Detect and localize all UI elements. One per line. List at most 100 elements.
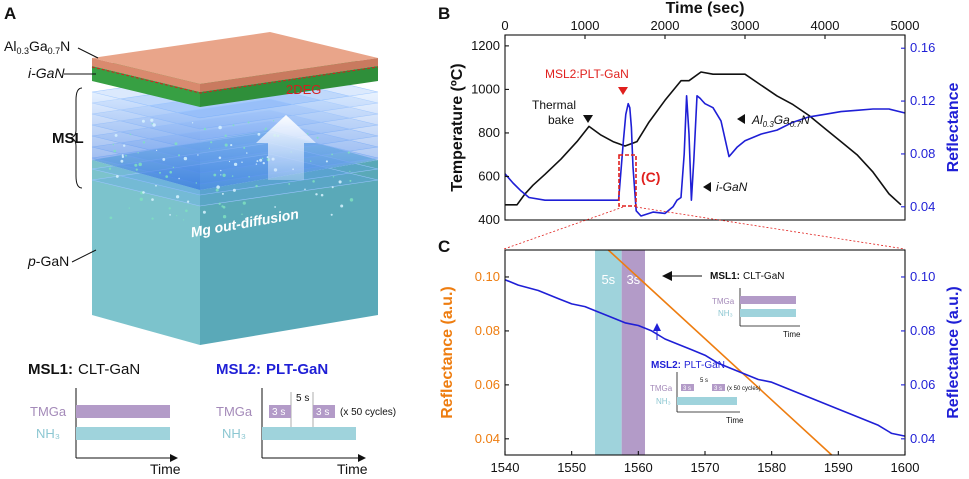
mg-speckle	[248, 175, 250, 178]
c-mini2-cycles-label: (x 50 cycles)	[727, 386, 761, 392]
x-tick-label: 1590	[824, 460, 853, 475]
mg-speckle	[128, 207, 130, 209]
y-tick-label: 0.06	[475, 377, 500, 392]
msl2-tmga-label: TMGa	[216, 404, 253, 419]
y-tick-label: 0.04	[475, 431, 500, 446]
igan-front	[92, 66, 200, 107]
algan-annot: Al0.3Ga0.7N	[751, 113, 810, 129]
mg-speckle	[304, 188, 306, 191]
mg-speckle	[186, 200, 190, 203]
mg-speckle	[174, 142, 178, 146]
mg-speckle	[331, 153, 333, 156]
mg-speckle	[178, 154, 180, 157]
x-tick-label: 2000	[651, 18, 680, 33]
pgan-front-face	[92, 160, 200, 345]
mg-speckle	[152, 123, 156, 127]
mg-speckle	[197, 154, 199, 156]
series-reflectance	[504, 95, 906, 217]
mg-speckle	[151, 198, 154, 201]
x-tick-label: 1000	[571, 18, 600, 33]
mg-speckle	[151, 123, 153, 125]
mg-speckle	[191, 122, 194, 124]
mg-speckle	[222, 173, 226, 177]
mg-speckle	[215, 188, 219, 192]
plot-frame	[504, 249, 906, 456]
algan-front	[92, 58, 200, 92]
msl2-nh3-label: NH₃	[222, 426, 246, 441]
panel-b-annotations: Thermal bake MSL2:PLT-GaN (C) Al0.3Ga0.7…	[532, 67, 810, 207]
mg-speckle	[220, 169, 222, 172]
mg-speckle	[185, 209, 188, 213]
msl2-plt-marker	[618, 87, 628, 95]
c-mini1-nh3-bar	[740, 309, 796, 317]
msl1-diagram: MSL1: CLT-GaN TMGa NH₃ Time	[28, 361, 181, 477]
2deg-line	[91, 66, 379, 94]
mg-speckle	[115, 174, 119, 178]
thermal-bake-label-2: bake	[548, 113, 574, 127]
mg-speckle	[312, 180, 315, 183]
mg-speckle	[257, 132, 261, 136]
panel-c-letter: C	[438, 237, 450, 256]
mg-speckle	[261, 157, 264, 160]
mg-speckle	[208, 147, 210, 149]
msl2-time-label: Time	[337, 461, 368, 477]
mg-speckle	[256, 160, 259, 163]
c-mini2-time-label: Time	[726, 416, 744, 425]
mg-speckle	[195, 182, 198, 184]
mg-speckle	[108, 167, 112, 170]
mg-speckle	[203, 127, 207, 131]
mg-speckle	[134, 163, 138, 167]
mg-speckle	[218, 156, 222, 159]
time-band-1	[595, 250, 622, 455]
mg-speckle	[224, 134, 227, 137]
msl-front-glow	[92, 92, 200, 190]
chart-b: 0 1000 2000 3000 4000 5000 400 600 800 1000 1200 0.…	[449, 0, 962, 227]
mg-speckle	[220, 174, 222, 176]
y-tick-label: 600	[478, 168, 500, 183]
zoom-box	[618, 154, 637, 207]
pgan-label: p-GaN	[27, 253, 69, 269]
y-tick-label: 400	[478, 212, 500, 227]
msl-bracket	[69, 87, 83, 189]
c-mini2-gap-label: 5 s	[700, 378, 708, 384]
mg-speckle	[232, 124, 235, 127]
y-tick-label: 1000	[471, 81, 500, 96]
mg-speckle	[315, 193, 318, 196]
mg-speckle	[325, 160, 328, 163]
algan-leader	[77, 47, 99, 59]
thermal-bake-label: Thermal	[532, 98, 576, 112]
panel-b-letter: B	[438, 4, 450, 23]
mg-speckle	[113, 149, 117, 153]
igan-label: i-GaN	[28, 65, 65, 81]
mg-speckle	[175, 195, 180, 199]
mg-speckle	[172, 166, 175, 169]
mg-speckle	[228, 160, 231, 163]
layer-stack	[91, 32, 379, 345]
msl1-callout-arrow	[662, 271, 672, 281]
mg-speckle	[165, 175, 169, 178]
mg-speckle	[247, 121, 250, 124]
panel-c-annotations: MSL1: CLT-GaN TMGa NH₃ Time MSL2: PLT-GaN …	[650, 271, 801, 425]
msl2-callout-arrow	[653, 323, 661, 331]
algan-label: Al0.3Ga0.7N	[4, 38, 70, 56]
mg-speckle	[109, 216, 113, 220]
c-mini2-pulse-2	[712, 384, 725, 391]
mg-speckle	[155, 149, 158, 152]
y-tick-label: 1200	[471, 38, 500, 53]
mg-speckle	[320, 193, 324, 197]
mg-speckle	[142, 191, 145, 194]
mg-speckle	[349, 170, 351, 173]
c-mini2-tmga-label: TMGa	[650, 384, 673, 393]
mg-speckle	[224, 143, 228, 147]
algan-marker	[737, 114, 745, 124]
y-right-axis-label: Reflectance	[945, 82, 962, 172]
y-axis-label: Reflectance (a.u.)	[439, 286, 456, 418]
zoom-connector-left	[503, 206, 624, 250]
msl1-title: MSL1: CLT-GaN	[28, 361, 140, 378]
pgan-right-face	[200, 160, 378, 345]
mg-speckle	[183, 156, 188, 161]
mg-speckle	[169, 170, 172, 174]
x-tick-label: 1580	[757, 460, 786, 475]
mg-speckle	[272, 120, 275, 122]
